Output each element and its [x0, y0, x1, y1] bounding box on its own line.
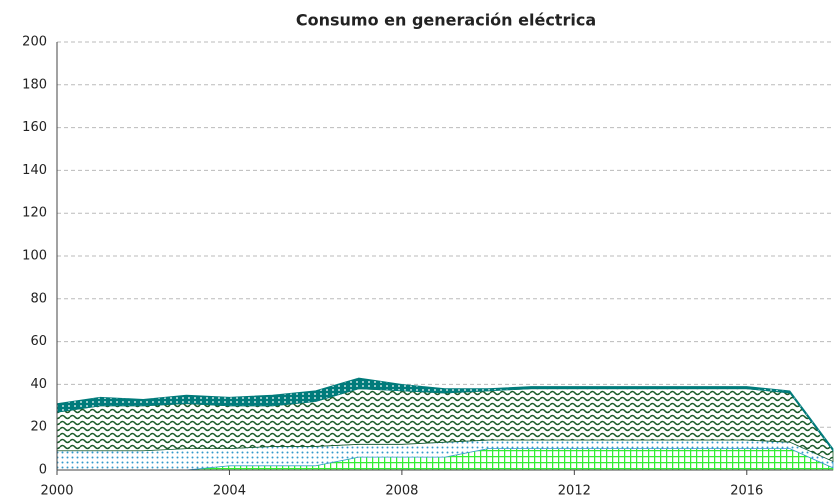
- y-tick-label: 20: [30, 420, 47, 435]
- x-tick-label: 2008: [385, 484, 418, 499]
- y-tick-label: 120: [22, 206, 47, 221]
- x-tick-label: 2012: [558, 484, 591, 499]
- y-tick-label: 60: [30, 334, 47, 349]
- y-tick-label: 160: [22, 120, 47, 135]
- y-tick-label: 140: [22, 163, 47, 178]
- y-tick-label: 180: [22, 77, 47, 92]
- y-tick-label: 80: [30, 291, 47, 306]
- x-tick-label: 2004: [213, 484, 246, 499]
- y-tick-label: 100: [22, 249, 47, 264]
- x-tick-label: 2016: [730, 484, 763, 499]
- y-tick-label: 40: [30, 377, 47, 392]
- y-tick-label: 200: [22, 35, 47, 50]
- x-tick-label: 2000: [40, 484, 73, 499]
- y-tick-label: 0: [39, 463, 47, 478]
- chart-title: Consumo en generación eléctrica: [296, 11, 596, 30]
- area: [56, 377, 834, 452]
